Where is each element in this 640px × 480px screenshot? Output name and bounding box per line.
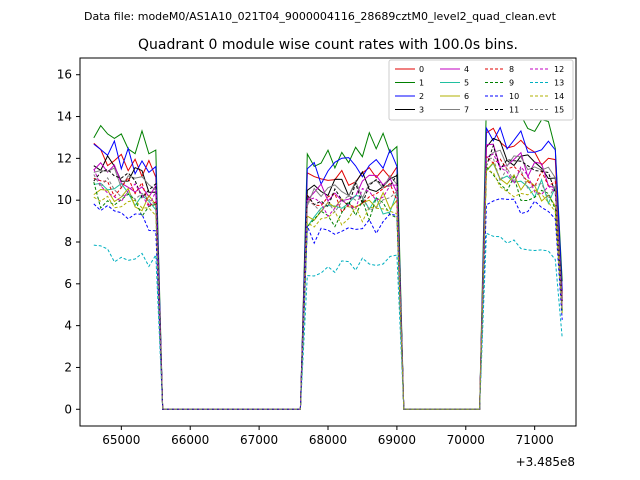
- legend-label: 1: [419, 79, 424, 88]
- series-line-module-1: [93, 102, 563, 410]
- x-tick-label: 69000: [378, 433, 416, 447]
- legend-label: 13: [554, 79, 564, 88]
- y-tick-label: 10: [57, 193, 72, 207]
- suptitle: Data file: modeM0/AS1A10_021T04_90000041…: [84, 10, 557, 23]
- series-line-module-7: [93, 149, 563, 410]
- series-line-module-15: [93, 157, 563, 410]
- y-axis: 0 2 4 6 8 10 12 14 16: [57, 68, 80, 416]
- legend-label: 3: [419, 106, 424, 115]
- legend-label: 11: [509, 106, 519, 115]
- x-tick-label: 70000: [447, 433, 485, 447]
- series-line-module-12: [93, 153, 563, 410]
- legend-frame: [388, 59, 574, 121]
- y-tick-label: 2: [64, 360, 72, 374]
- y-tick-label: 4: [64, 319, 72, 333]
- series-line-module-3: [93, 137, 563, 410]
- y-tick-label: 14: [57, 110, 72, 124]
- series-line-module-9: [93, 165, 563, 410]
- x-tick-label: 67000: [240, 433, 278, 447]
- series-line-module-2: [93, 126, 563, 410]
- series-line-module-14: [93, 169, 563, 410]
- legend-label: 10: [509, 92, 519, 101]
- chart-title: Quadrant 0 module wise count rates with …: [138, 37, 518, 53]
- legend-label: 5: [464, 79, 469, 88]
- legend-label: 2: [419, 92, 424, 101]
- legend-label: 7: [464, 106, 469, 115]
- y-tick-label: 8: [64, 235, 72, 249]
- plot-lines: [93, 102, 563, 410]
- x-axis: 65000 66000 67000 68000 69000 70000 71000: [102, 426, 554, 447]
- series-line-module-11: [93, 144, 563, 410]
- legend-label: 12: [554, 65, 564, 74]
- x-tick-label: 71000: [516, 433, 554, 447]
- legend-label: 9: [509, 79, 514, 88]
- legend-label: 6: [464, 92, 469, 101]
- legend-label: 8: [509, 65, 514, 74]
- x-tick-label: 65000: [102, 433, 140, 447]
- x-tick-label: 68000: [309, 433, 347, 447]
- x-offset-label: +3.485e8: [516, 455, 575, 469]
- legend-label: 15: [554, 106, 564, 115]
- series-line-module-6: [93, 161, 563, 410]
- y-tick-label: 6: [64, 277, 72, 291]
- y-tick-label: 12: [57, 151, 72, 165]
- series-line-module-8: [93, 155, 563, 410]
- y-tick-label: 0: [64, 402, 72, 416]
- legend-label: 4: [464, 65, 469, 74]
- series-line-module-10: [93, 198, 563, 410]
- x-tick-label: 66000: [171, 433, 209, 447]
- legend-label: 0: [419, 65, 424, 74]
- series-line-module-4: [93, 143, 563, 410]
- y-tick-label: 16: [57, 68, 72, 82]
- legend-label: 14: [554, 92, 564, 101]
- series-line-module-13: [93, 232, 563, 410]
